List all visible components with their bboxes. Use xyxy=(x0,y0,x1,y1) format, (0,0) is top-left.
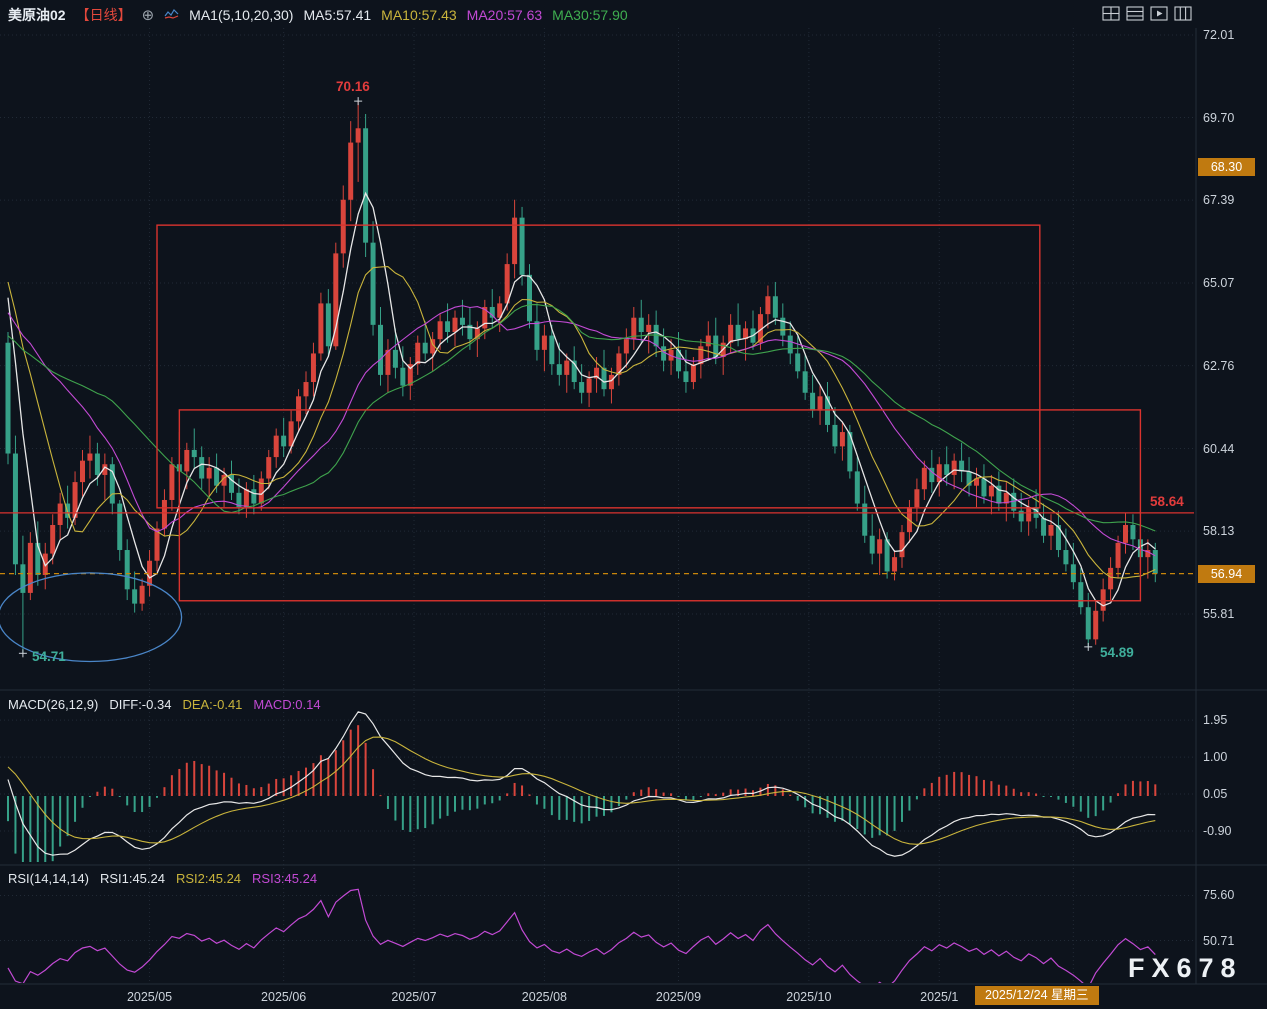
rsi-title: RSI(14,14,14) xyxy=(8,871,89,886)
price-axis-tick: 60.44 xyxy=(1203,441,1235,456)
date-badge: 2025/12/24 星期三 xyxy=(975,986,1099,1005)
time-axis-tick: 2025/05 xyxy=(126,990,173,1004)
macd-diff-value: DIFF:-0.34 xyxy=(109,697,172,712)
add-indicator-icon[interactable]: ⊕ xyxy=(141,7,155,24)
layout-rows-icon[interactable] xyxy=(1126,6,1144,21)
macd-header: MACD(26,12,9) DIFF:-0.34 DEA:-0.41 MACD:… xyxy=(8,697,321,712)
chart-header: 美原油02 【日线】 ⊕ MA1(5,10,20,30) MA5:57.41 M… xyxy=(8,5,628,25)
time-axis-tick: 2025/06 xyxy=(261,990,307,1004)
ma-lines-layer xyxy=(7,191,1156,607)
rsi-axis-tick: 75.60 xyxy=(1203,888,1235,903)
watermark: FX678 xyxy=(1128,953,1243,983)
time-axis-tick: 2025/10 xyxy=(786,990,832,1004)
time-axis-tick: 2025/08 xyxy=(521,990,567,1004)
chart-toolbar xyxy=(1102,6,1192,21)
macd-layer xyxy=(7,711,1157,862)
low-price-annotation-left: 54.71 xyxy=(32,649,66,664)
macd-title: MACD(26,12,9) xyxy=(8,697,99,712)
candles-layer xyxy=(5,101,1158,654)
symbol-title: 美原油02 xyxy=(8,7,66,23)
macd-axis-tick: 0.05 xyxy=(1203,787,1228,802)
rsi1-value: RSI1:45.24 xyxy=(99,871,165,886)
macd-axis-tick: 1.00 xyxy=(1203,750,1228,765)
low-price-annotation-right: 54.89 xyxy=(1100,645,1134,660)
price-axis-tick: 67.39 xyxy=(1203,193,1235,208)
indicator-mini-icon xyxy=(164,7,179,23)
time-axis-tick: 2025/07 xyxy=(391,990,437,1004)
time-axis-tick: 2025/09 xyxy=(655,990,702,1004)
price-axis-tick: 72.01 xyxy=(1203,28,1235,42)
macd-dea-value: DEA:-0.41 xyxy=(182,697,243,712)
layout-quad-icon[interactable] xyxy=(1102,6,1120,21)
current-price-badge: 56.94 xyxy=(1198,565,1255,583)
ma30-value: MA30:57.90 xyxy=(552,7,628,23)
price-axis-tick: 65.07 xyxy=(1203,276,1235,291)
rsi-layer xyxy=(7,888,1156,983)
ma10-value: MA10:57.43 xyxy=(381,7,457,23)
price-axis-tick: 62.76 xyxy=(1203,358,1235,373)
annotation-layer xyxy=(0,97,1194,663)
layout-columns-icon[interactable] xyxy=(1174,6,1192,21)
time-axis-tick: 2025/1 xyxy=(920,990,959,1004)
ma5-value: MA5:57.41 xyxy=(303,7,372,23)
rsi2-value: RSI2:45.24 xyxy=(175,871,242,886)
resistance-level-label: 58.64 xyxy=(1150,494,1184,509)
high-price-annotation: 70.16 xyxy=(336,79,370,94)
price-axis-tick: 58.13 xyxy=(1203,524,1235,539)
rsi3-value: RSI3:45.24 xyxy=(252,871,318,886)
price-axis-tick: 69.70 xyxy=(1203,110,1235,125)
high-price-badge: 68.30 xyxy=(1198,158,1255,176)
rsi-header: RSI(14,14,14) RSI1:45.24 RSI2:45.24 RSI3… xyxy=(8,871,317,886)
ma20-value: MA20:57.63 xyxy=(466,7,543,23)
layout-play-icon[interactable] xyxy=(1150,6,1168,21)
macd-axis-tick: -0.90 xyxy=(1203,824,1232,838)
rsi-axis-tick: 50.71 xyxy=(1203,933,1235,948)
ma-group-label: MA1(5,10,20,30) xyxy=(189,7,294,23)
price-axis-tick: 55.81 xyxy=(1203,606,1235,621)
separators-layer xyxy=(0,28,1267,985)
period-label[interactable]: 【日线】 xyxy=(75,7,132,23)
macd-axis-tick: 1.95 xyxy=(1203,713,1228,728)
macd-hist-value: MACD:0.14 xyxy=(253,697,321,712)
